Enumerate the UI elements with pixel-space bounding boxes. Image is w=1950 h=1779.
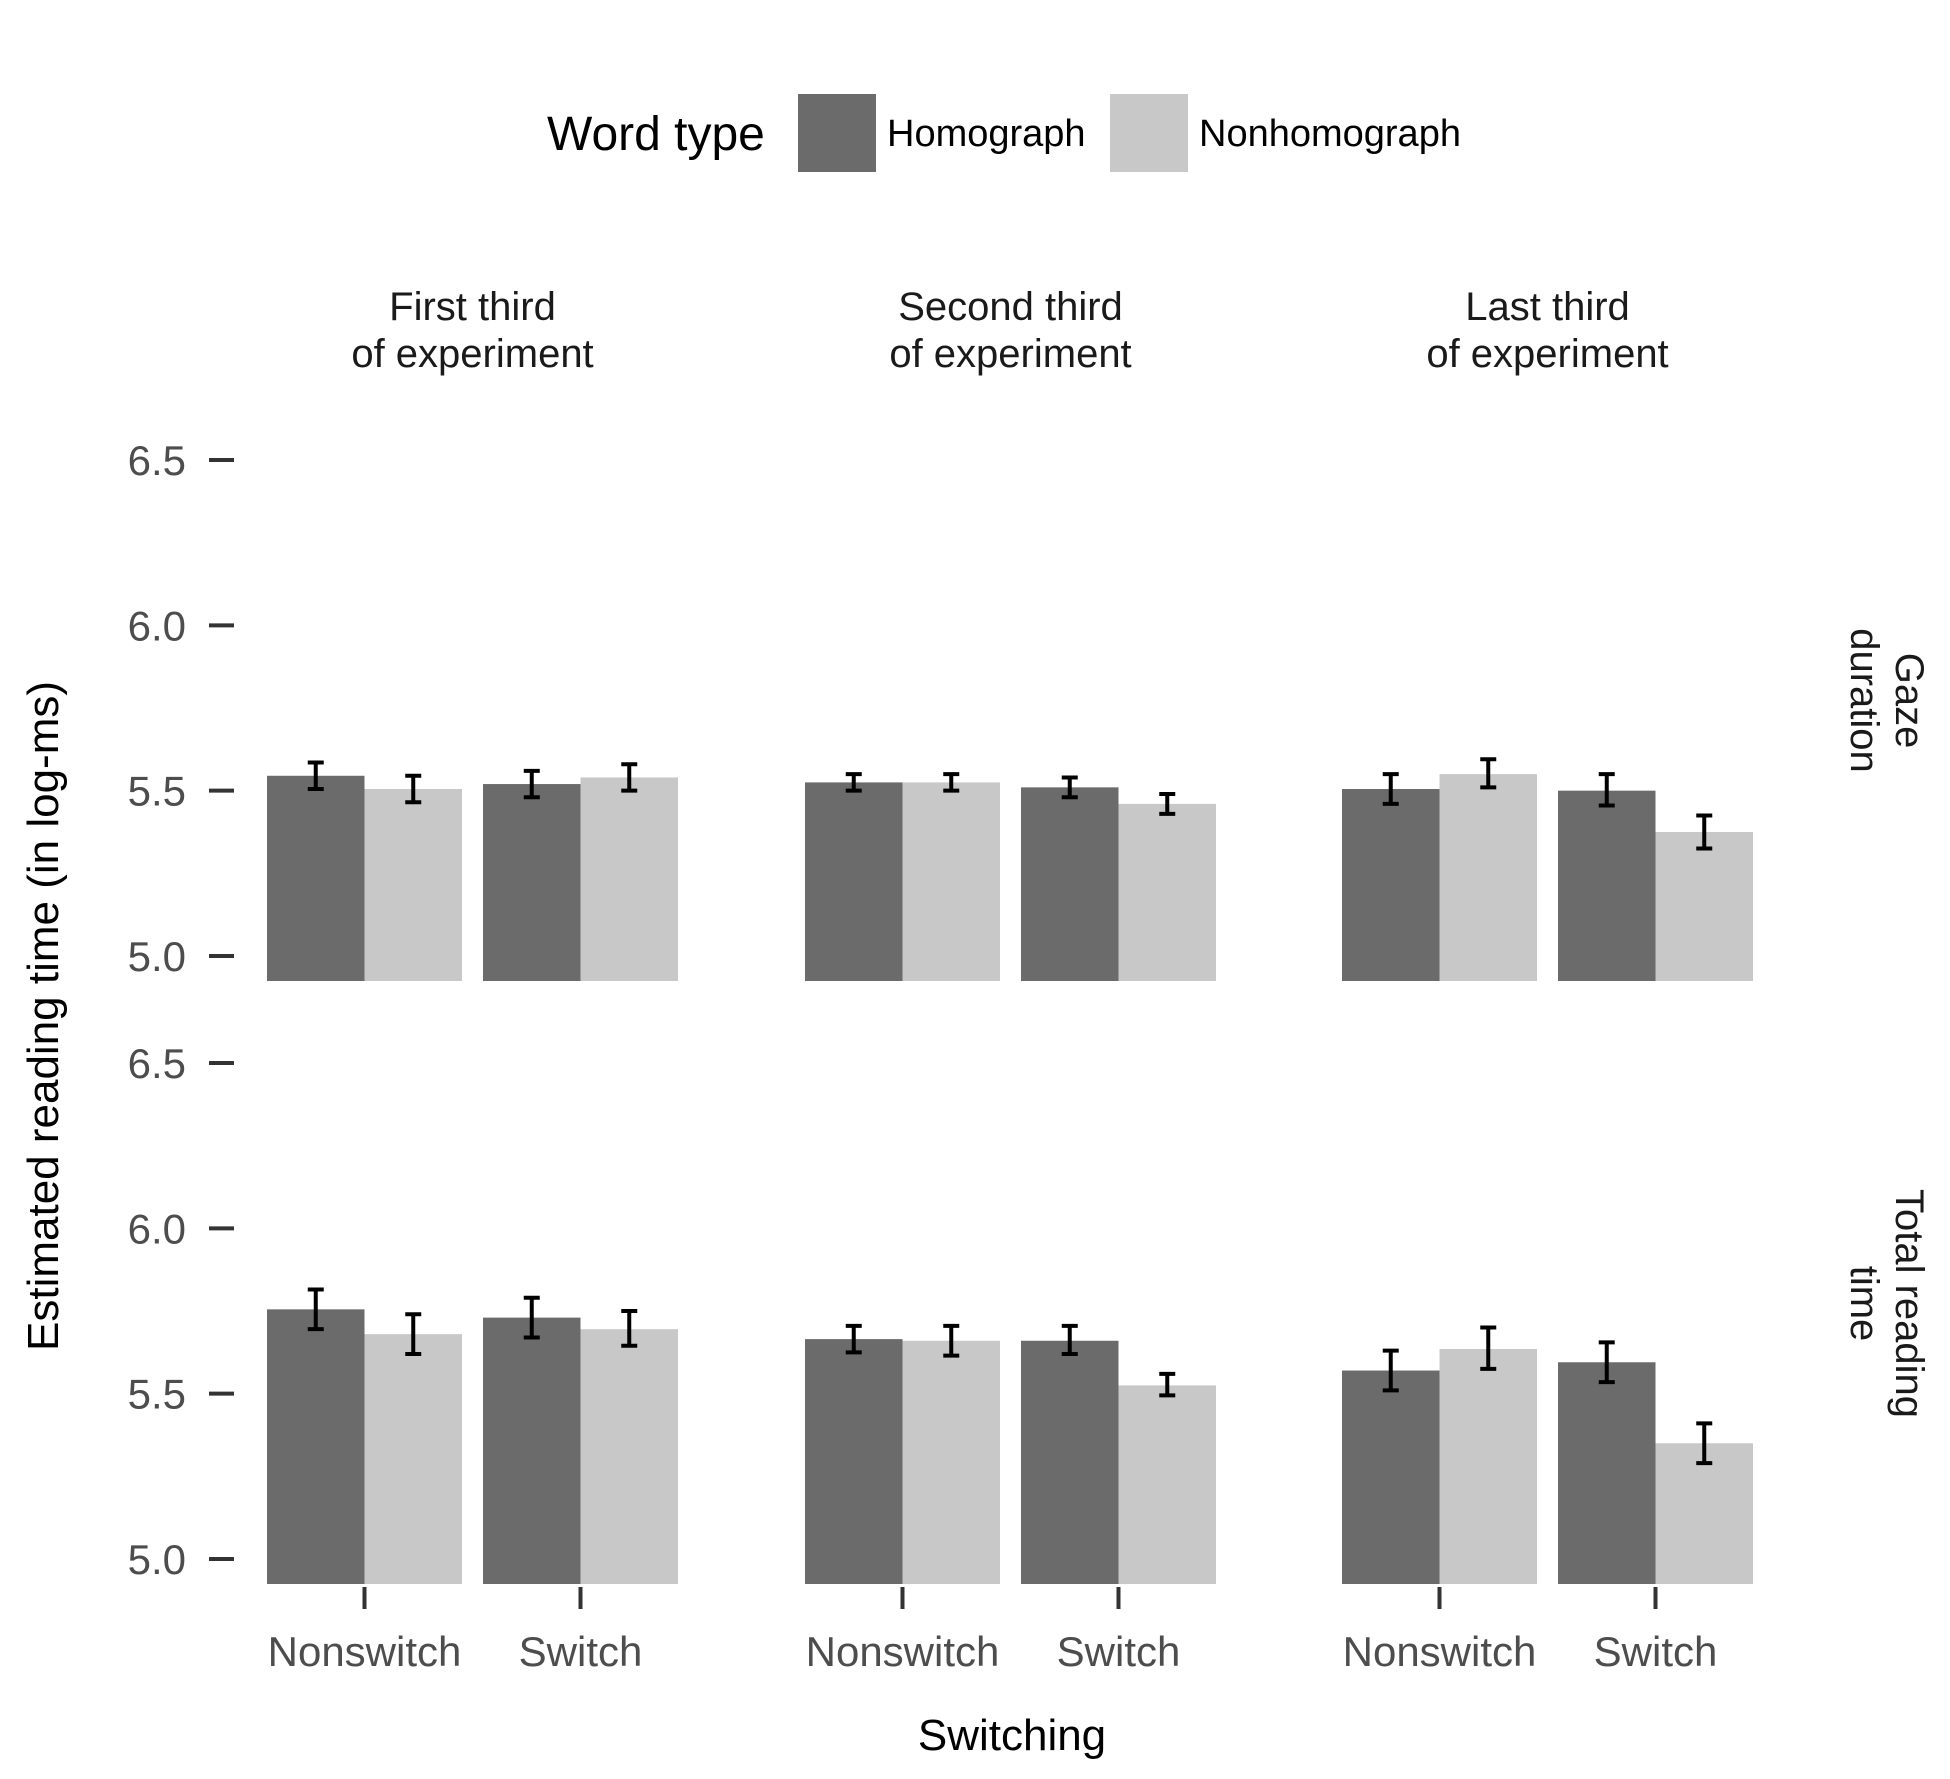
error-bar-nonhomograph-nonswitch <box>405 773 422 805</box>
bar-nonhomograph-nonswitch <box>902 782 1000 981</box>
row-facet-label-1: Gazeduration <box>1842 628 1931 773</box>
error-bar-homograph-switch <box>523 1295 540 1340</box>
bar-nonhomograph-nonswitch <box>364 1334 462 1584</box>
row-facet-label-line: Total reading <box>1887 1189 1931 1418</box>
row-facet-strips: Gazeduration Total readingtime <box>1842 628 1931 1418</box>
panel-r2-c1 <box>267 1287 678 1584</box>
error-bar-homograph-nonswitch <box>1382 1348 1399 1393</box>
bar-nonhomograph-nonswitch <box>902 1340 1000 1584</box>
y-axis-title: Estimated reading time (in log-ms) <box>19 681 68 1351</box>
bar-homograph-nonswitch <box>1342 789 1440 981</box>
bar-homograph-switch <box>1558 1362 1656 1584</box>
panel-r2-c2 <box>805 1323 1216 1584</box>
panels <box>267 757 1753 1584</box>
x-tick-label-switch: Switch <box>519 1628 643 1675</box>
error-bar-nonhomograph-switch <box>1159 1371 1176 1398</box>
bar-homograph-nonswitch <box>267 775 365 981</box>
bar-nonhomograph-nonswitch <box>1439 1349 1537 1584</box>
row-facet-label-line: Gaze <box>1887 653 1931 749</box>
legend-swatch-nonhomograph <box>1110 94 1188 172</box>
column-facet-label-line: of experiment <box>1426 332 1668 376</box>
bar-nonhomograph-switch <box>1118 803 1216 981</box>
y-tick-label: 6.0 <box>128 602 186 649</box>
legend-title: Word type <box>547 108 765 161</box>
bar-nonhomograph-switch <box>1655 832 1753 981</box>
error-bar-homograph-switch <box>1061 775 1078 800</box>
error-bar-nonhomograph-nonswitch <box>405 1312 422 1356</box>
panel-r2-c3 <box>1342 1325 1753 1584</box>
error-bar-nonhomograph-nonswitch <box>943 1323 960 1358</box>
x-axis-title: Switching <box>918 1711 1106 1760</box>
bar-homograph-nonswitch <box>1342 1370 1440 1584</box>
panel-r1-c2 <box>805 772 1216 981</box>
column-facet-label-2: Second third of experiment <box>889 285 1131 376</box>
y-tick-label: 5.0 <box>128 933 186 980</box>
panel-r1-c3 <box>1342 757 1753 981</box>
y-tick-label: 6.5 <box>128 437 186 484</box>
x-tick-label-switch: Switch <box>1594 1628 1718 1675</box>
error-bar-homograph-switch <box>1061 1323 1078 1356</box>
row-facet-label-2: Total readingtime <box>1842 1189 1931 1418</box>
column-facet-label-line: Last third <box>1465 285 1630 329</box>
row-facet-label-line: time <box>1842 1266 1886 1342</box>
bar-nonhomograph-nonswitch <box>1439 774 1537 981</box>
error-bar-homograph-switch <box>1598 772 1615 808</box>
y-tick-label: 5.5 <box>128 1371 186 1418</box>
bar-homograph-nonswitch <box>805 782 903 981</box>
error-bar-nonhomograph-switch <box>621 1309 638 1348</box>
error-bar-nonhomograph-switch <box>1696 1421 1713 1466</box>
y-tick-label: 5.0 <box>128 1536 186 1583</box>
column-facet-label-line: First third <box>389 285 556 329</box>
bar-homograph-switch <box>1558 790 1656 981</box>
y-axes: 5.0 5.5 6.0 6.5 5.0 5.5 6.0 6.5 <box>128 437 234 1583</box>
error-bar-nonhomograph-switch <box>1159 791 1176 816</box>
bar-homograph-switch <box>1021 787 1119 981</box>
error-bar-homograph-switch <box>1598 1340 1615 1385</box>
x-tick-label-nonswitch: Nonswitch <box>1343 1628 1537 1675</box>
row-facet-label-line: duration <box>1842 628 1886 773</box>
y-tick-label: 6.5 <box>128 1040 186 1087</box>
error-bar-nonhomograph-switch <box>1696 813 1713 851</box>
error-bar-nonhomograph-nonswitch <box>943 772 960 793</box>
error-bar-homograph-nonswitch <box>307 760 324 792</box>
bar-homograph-switch <box>483 1317 581 1584</box>
y-tick-label: 5.5 <box>128 768 186 815</box>
bar-nonhomograph-nonswitch <box>364 789 462 981</box>
bar-homograph-switch <box>483 784 581 981</box>
bar-nonhomograph-switch <box>1118 1385 1216 1584</box>
column-facet-label-3: Last third of experiment <box>1426 285 1668 376</box>
legend-swatch-homograph <box>798 94 876 172</box>
x-tick-label-nonswitch: Nonswitch <box>268 1628 462 1675</box>
column-facet-label-line: Second third <box>898 285 1123 329</box>
error-bar-homograph-nonswitch <box>845 1323 862 1355</box>
x-tick-label-switch: Switch <box>1057 1628 1181 1675</box>
column-facet-label-line: of experiment <box>889 332 1131 376</box>
y-tick-label: 6.0 <box>128 1205 186 1252</box>
error-bar-homograph-switch <box>523 768 540 800</box>
x-tick-label-nonswitch: Nonswitch <box>806 1628 1000 1675</box>
error-bar-homograph-nonswitch <box>1382 772 1399 806</box>
error-bar-homograph-nonswitch <box>307 1287 324 1332</box>
legend-label-homograph: Homograph <box>887 113 1086 155</box>
column-facet-label-line: of experiment <box>351 332 593 376</box>
bar-nonhomograph-switch <box>1655 1443 1753 1584</box>
bar-nonhomograph-switch <box>580 1329 678 1584</box>
error-bar-nonhomograph-switch <box>621 762 638 793</box>
bar-homograph-nonswitch <box>805 1339 903 1584</box>
panel-r1-c1 <box>267 760 678 981</box>
bar-homograph-nonswitch <box>267 1309 365 1584</box>
error-bar-nonhomograph-nonswitch <box>1480 757 1497 790</box>
error-bar-homograph-nonswitch <box>845 772 862 793</box>
legend: Word type Homograph Nonhomograph <box>547 94 1461 172</box>
error-bar-nonhomograph-nonswitch <box>1480 1325 1497 1371</box>
bar-nonhomograph-switch <box>580 777 678 981</box>
bar-homograph-switch <box>1021 1340 1119 1584</box>
legend-label-nonhomograph: Nonhomograph <box>1199 113 1461 155</box>
x-axis: Nonswitch Switch Nonswitch Switch Nonswitch S… <box>268 1587 1718 1675</box>
column-facet-label-1: First third of experiment <box>351 285 593 376</box>
